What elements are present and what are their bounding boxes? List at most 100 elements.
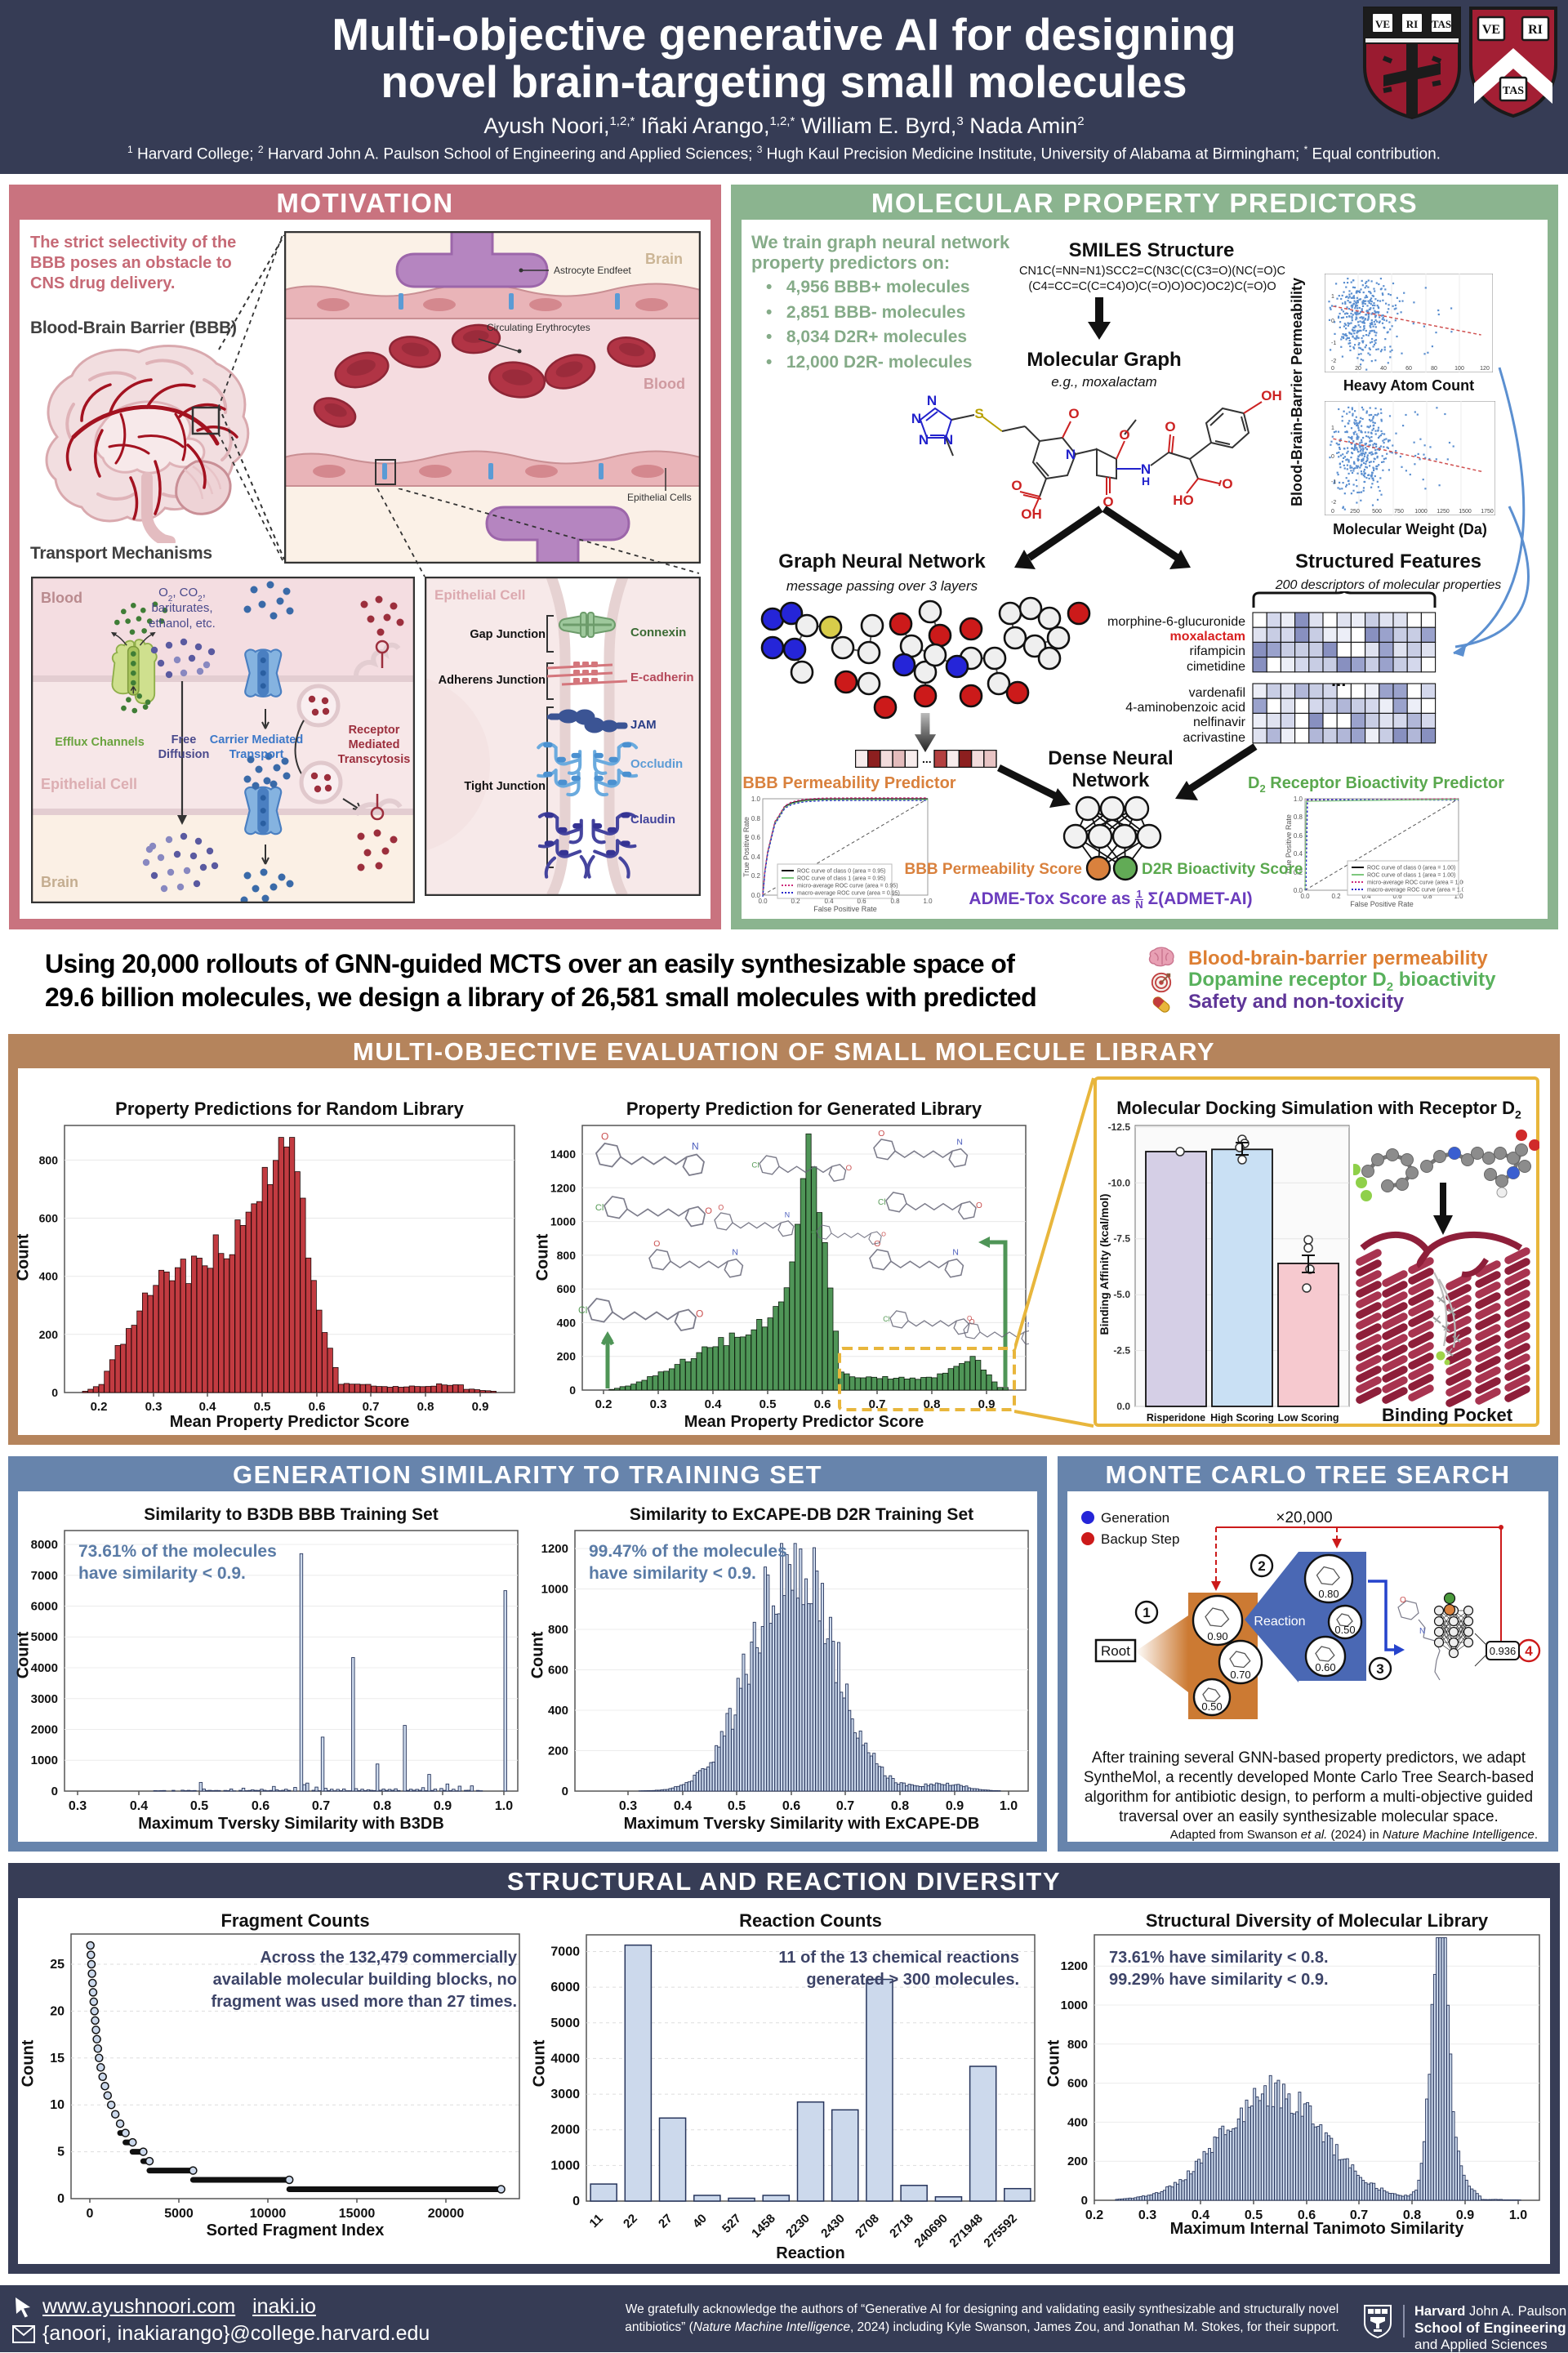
svg-text:2430: 2430 — [818, 2212, 848, 2241]
svg-text:0: 0 — [569, 1384, 576, 1397]
svg-text:1.0: 1.0 — [751, 795, 761, 803]
svg-text:0.2: 0.2 — [91, 1400, 108, 1414]
svg-text:micro-average ROC curve (area: micro-average ROC curve (area = 0.95) — [797, 884, 898, 889]
svg-text:Brain: Brain — [645, 251, 683, 267]
svg-text:0.8: 0.8 — [751, 815, 761, 822]
svg-text:0.9: 0.9 — [434, 1799, 452, 1813]
svg-text:Cl: Cl — [751, 1161, 759, 1170]
svg-text:Circulating Erythrocytes: Circulating Erythrocytes — [487, 322, 590, 333]
svg-text:5: 5 — [57, 2146, 65, 2159]
svg-text:0.2: 0.2 — [1331, 893, 1341, 900]
svg-text:×20,000: ×20,000 — [1276, 1509, 1332, 1526]
svg-text:5000: 5000 — [31, 1630, 58, 1644]
svg-text:7000: 7000 — [550, 1945, 580, 1959]
svg-text:N: N — [1066, 447, 1076, 462]
svg-text:Cl: Cl — [878, 1198, 885, 1207]
svg-text:ROC curve of class 0 (area = 1: ROC curve of class 0 (area = 1.00) — [1367, 866, 1455, 871]
svg-text:1000: 1000 — [550, 2159, 580, 2173]
svg-text:0.7: 0.7 — [312, 1799, 330, 1813]
svg-text:False Positive Rate: False Positive Rate — [813, 905, 877, 913]
svg-text:Transcytosis: Transcytosis — [338, 753, 411, 766]
svg-text:5000: 5000 — [550, 2017, 580, 2030]
svg-text:0.936: 0.936 — [1490, 1645, 1517, 1657]
svg-text:0.6: 0.6 — [814, 1397, 831, 1411]
svg-text:0: 0 — [572, 2195, 580, 2208]
svg-text:Adherens Junction: Adherens Junction — [439, 674, 546, 687]
svg-text:0.3: 0.3 — [145, 1400, 163, 1414]
svg-text:O: O — [976, 1201, 982, 1210]
svg-text:E-cadherin: E-cadherin — [630, 671, 694, 684]
svg-text:20: 20 — [50, 2004, 65, 2018]
svg-text:O: O — [696, 1308, 703, 1320]
svg-text:Risperidone: Risperidone — [1147, 1412, 1205, 1424]
svg-text:O: O — [846, 1164, 852, 1173]
svg-text:bariturates,: bariturates, — [151, 601, 212, 615]
svg-text:O: O — [1068, 406, 1079, 421]
svg-text:7000: 7000 — [31, 1569, 58, 1583]
svg-text:-12.5: -12.5 — [1108, 1121, 1131, 1133]
svg-text:N: N — [1419, 1627, 1425, 1636]
svg-text:Receptor: Receptor — [349, 724, 400, 737]
svg-text:40: 40 — [690, 2212, 710, 2231]
svg-text:Diffusion: Diffusion — [158, 748, 210, 761]
svg-text:O: O — [881, 1231, 886, 1238]
svg-text:ROC curve of class 0 (area = 0: ROC curve of class 0 (area = 0.95) — [797, 869, 885, 875]
svg-text:Mediated: Mediated — [349, 738, 400, 751]
svg-text:micro-average ROC curve (area: micro-average ROC curve (area = 1.00) — [1367, 880, 1463, 886]
svg-text:2000: 2000 — [31, 1723, 58, 1737]
svg-text:O: O — [874, 1240, 880, 1249]
svg-text:0: 0 — [1081, 2194, 1088, 2208]
svg-text:0.70: 0.70 — [1230, 1669, 1250, 1681]
svg-text:N: N — [952, 1249, 959, 1258]
svg-text:Blood: Blood — [41, 590, 82, 606]
svg-text:O: O — [601, 1131, 608, 1143]
svg-text:RI: RI — [1406, 18, 1418, 30]
svg-text:0.4: 0.4 — [705, 1397, 723, 1411]
svg-text:N: N — [956, 1139, 963, 1148]
svg-text:N: N — [943, 432, 953, 448]
svg-text:1200: 1200 — [1061, 1959, 1088, 1973]
svg-text:400: 400 — [548, 1704, 568, 1718]
svg-text:Cl: Cl — [883, 1315, 889, 1323]
svg-text:8000: 8000 — [31, 1538, 58, 1552]
svg-text:0: 0 — [562, 1785, 568, 1798]
svg-text:N: N — [919, 432, 929, 448]
svg-text:N: N — [911, 411, 921, 426]
svg-text:0.2: 0.2 — [595, 1397, 612, 1411]
svg-text:0.5: 0.5 — [760, 1397, 777, 1411]
svg-text:Brain: Brain — [41, 874, 78, 890]
svg-text:2000: 2000 — [550, 2123, 580, 2137]
svg-text:Free: Free — [172, 733, 197, 746]
svg-text:O: O — [718, 1204, 724, 1212]
svg-text:1.0: 1.0 — [495, 1799, 513, 1813]
svg-text:0.0: 0.0 — [751, 892, 761, 899]
svg-text:-10.0: -10.0 — [1108, 1177, 1131, 1188]
svg-text:...: ... — [922, 752, 932, 765]
svg-text:Occludin: Occludin — [630, 757, 683, 771]
svg-text:4: 4 — [1525, 1643, 1533, 1659]
svg-text:10000: 10000 — [250, 2207, 287, 2221]
svg-text:2708: 2708 — [853, 2212, 882, 2241]
svg-text:1.0: 1.0 — [1294, 795, 1303, 803]
svg-text:Cl: Cl — [578, 1304, 587, 1316]
svg-text:6000: 6000 — [550, 1981, 580, 1994]
svg-text:15: 15 — [50, 2052, 65, 2066]
svg-text:Low Scoring: Low Scoring — [1278, 1412, 1339, 1424]
svg-text:0.3: 0.3 — [619, 1799, 637, 1813]
svg-text:20000: 20000 — [428, 2207, 465, 2221]
svg-text:1.0: 1.0 — [923, 898, 933, 905]
svg-text:Cl: Cl — [595, 1203, 604, 1213]
svg-text:0.0: 0.0 — [1294, 887, 1303, 894]
svg-text:200: 200 — [1067, 2155, 1088, 2168]
svg-text:-2.5: -2.5 — [1113, 1345, 1130, 1357]
svg-text:O: O — [878, 1130, 884, 1139]
svg-text:0: 0 — [87, 2207, 94, 2221]
svg-text:ethanol, etc.: ethanol, etc. — [149, 617, 216, 631]
svg-text:27: 27 — [656, 2212, 675, 2231]
svg-text:25: 25 — [50, 1958, 65, 1972]
svg-text:TAS: TAS — [1503, 85, 1524, 97]
svg-text:0.2: 0.2 — [751, 872, 761, 880]
svg-text:0.4: 0.4 — [199, 1400, 217, 1414]
svg-text:0.6: 0.6 — [751, 834, 761, 841]
svg-text:macro-average ROC curve (area: macro-average ROC curve (area = 1.00) — [1367, 888, 1463, 894]
